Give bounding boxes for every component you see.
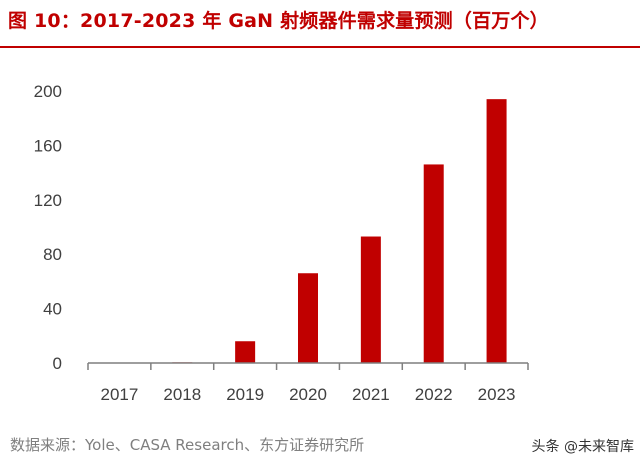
bar-2019: [235, 341, 256, 363]
y-tick-label: 120: [34, 191, 62, 210]
y-tick-label: 160: [34, 136, 62, 155]
y-axis-ticks: 0 40 80 120 160 200: [34, 82, 62, 373]
x-tick-label: 2019: [226, 385, 264, 404]
bar-2020: [298, 273, 318, 363]
bars: [172, 99, 507, 363]
title-divider: [0, 46, 640, 48]
x-tick-label: 2023: [478, 385, 516, 404]
chart-title: 图 10：2017-2023 年 GaN 射频器件需求量预测（百万个）: [8, 10, 549, 32]
watermark: 头条 @未来智库: [531, 439, 634, 455]
bar-2023: [486, 99, 507, 363]
bar-2021: [360, 236, 381, 363]
x-tick-label: 2018: [163, 385, 201, 404]
x-tick-label: 2022: [415, 385, 453, 404]
x-tick-label: 2021: [352, 385, 390, 404]
bar-2022: [423, 164, 444, 363]
x-tick-label: 2017: [101, 385, 139, 404]
x-tick-label: 2020: [289, 385, 327, 404]
y-tick-label: 200: [34, 82, 62, 101]
y-tick-label: 40: [43, 300, 62, 319]
data-source-note: 数据来源：Yole、CASA Research、东方证券研究所: [10, 436, 365, 454]
y-tick-label: 80: [43, 245, 62, 264]
y-tick-label: 0: [53, 354, 62, 373]
x-axis-ticks: 2017 2018 2019 2020 2021 2022 2023: [87, 363, 529, 404]
